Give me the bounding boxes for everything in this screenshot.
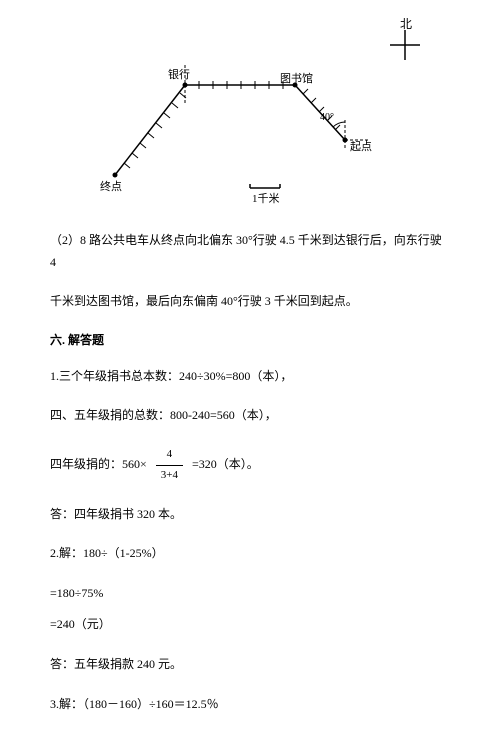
- compass-north-label: 北: [400, 15, 412, 32]
- route-diagram: 北: [50, 30, 450, 210]
- angle-label: 40°: [320, 112, 334, 123]
- q1-line3-pre: 四年级捐的：560×: [50, 457, 147, 471]
- q1-fraction: 4 3+4: [156, 445, 183, 486]
- q1-answer: 答：四年级捐书 320 本。: [50, 504, 450, 526]
- q2-answer: 答：五年级捐款 240 元。: [50, 654, 450, 676]
- q1-line3: 四年级捐的：560× 4 3+4 =320（本）。: [50, 445, 450, 486]
- q2-line3: =240（元）: [50, 614, 450, 636]
- end-label: 终点: [100, 178, 122, 194]
- compass-icon: [390, 30, 420, 60]
- q2-line1: 2.解：180÷（1-25%）: [50, 543, 450, 565]
- q1-fraction-den: 3+4: [156, 466, 183, 486]
- paragraph-2: 千米到达图书馆，最后向东偏南 40°行驶 3 千米回到起点。: [50, 291, 450, 313]
- q1-line3-post: =320（本）。: [192, 457, 259, 471]
- scale-label: 1千米: [252, 190, 280, 206]
- q1-line1: 1.三个年级捐书总本数：240÷30%=800（本），: [50, 366, 450, 388]
- q2-line2: =180÷75%: [50, 583, 450, 605]
- q1-line2: 四、五年级捐的总数：800-240=560（本），: [50, 405, 450, 427]
- paragraph-1: （2）8 路公共电车从终点向北偏东 30°行驶 4.5 千米到达银行后，向东行驶…: [50, 230, 450, 273]
- start-label: 起点: [350, 138, 372, 154]
- q3-line1: 3.解：（180－160）÷160＝12.5％: [50, 694, 450, 716]
- compass: 北: [390, 30, 420, 60]
- library-label: 图书馆: [280, 70, 313, 86]
- section-6-title: 六. 解答题: [50, 331, 450, 348]
- bank-label: 银行: [168, 66, 190, 82]
- q1-fraction-num: 4: [156, 445, 183, 466]
